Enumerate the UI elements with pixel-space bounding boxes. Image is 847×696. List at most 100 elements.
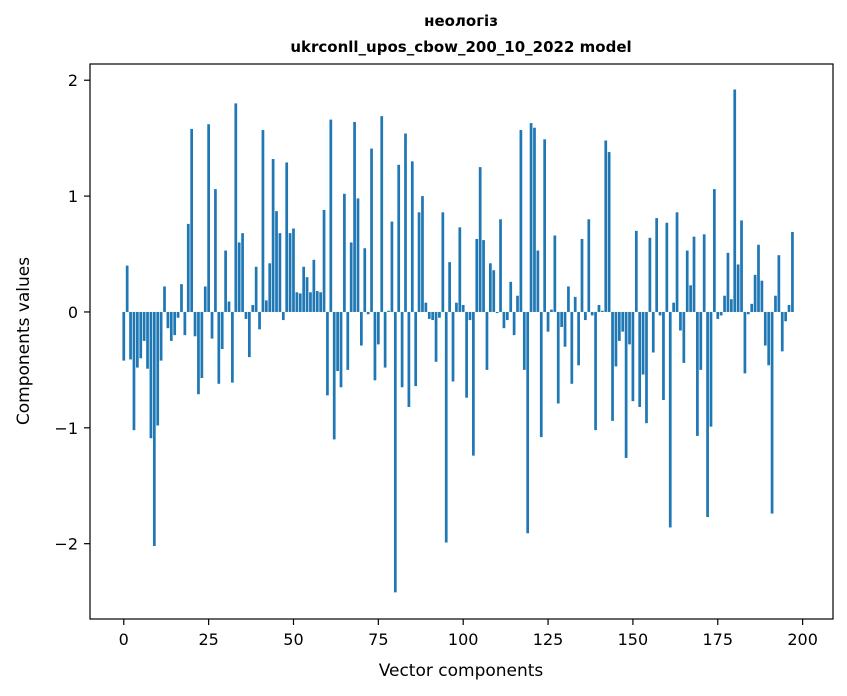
bar-108 [488, 263, 492, 312]
bar-50 [292, 228, 295, 312]
bar-130 [563, 311, 567, 347]
x-tick-label: 0 [119, 630, 129, 649]
bar-161 [668, 311, 672, 528]
bar-109 [492, 270, 496, 312]
bar-144 [611, 311, 614, 421]
bar-159 [662, 311, 665, 401]
bar-71 [363, 248, 367, 312]
bar-190 [767, 311, 771, 366]
bar-110 [495, 311, 499, 314]
bar-57 [315, 291, 319, 312]
bar-17 [180, 284, 183, 312]
bar-187 [757, 244, 760, 312]
bar-138 [590, 311, 594, 316]
bar-106 [482, 240, 485, 312]
bar-132 [570, 311, 574, 384]
bar-79 [390, 221, 394, 312]
bar-128 [556, 311, 560, 404]
bar-166 [685, 250, 689, 312]
bar-91 [431, 311, 435, 321]
bar-0 [122, 311, 126, 361]
bar-151 [634, 230, 638, 312]
bar-143 [607, 152, 611, 312]
bar-122 [536, 250, 540, 312]
x-tick-label: 25 [198, 630, 218, 649]
bar-11 [159, 311, 163, 361]
bar-67 [349, 242, 353, 312]
bar-53 [302, 266, 306, 312]
bar-80 [393, 311, 397, 593]
x-tick-label: 100 [448, 630, 479, 649]
bar-68 [353, 121, 356, 312]
bar-197 [791, 232, 794, 312]
bar-158 [658, 311, 662, 316]
bar-70 [360, 311, 363, 346]
bar-20 [190, 128, 194, 312]
bar-85 [410, 161, 414, 312]
bar-42 [264, 300, 268, 312]
bar-165 [682, 311, 686, 363]
bar-29 [220, 311, 224, 350]
x-axis-ticks: 0 25 50 75 100 125 150 175 200 [119, 619, 818, 649]
bar-61 [329, 119, 333, 312]
bar-77 [383, 311, 387, 368]
bar-196 [787, 305, 791, 312]
bar-88 [421, 196, 424, 312]
bar-145 [614, 311, 618, 367]
bar-148 [624, 311, 628, 458]
bar-31 [227, 301, 231, 312]
bar-164 [679, 311, 682, 331]
x-tick-label: 75 [368, 630, 388, 649]
y-axis-ticks: −2 −1 0 1 2 [54, 71, 90, 554]
bar-10 [156, 311, 160, 426]
bar-103 [472, 311, 475, 456]
bar-69 [356, 198, 360, 312]
bar-24 [203, 286, 207, 312]
bar-147 [621, 311, 625, 332]
bar-1 [125, 265, 129, 312]
bar-184 [746, 311, 750, 315]
bar-7 [146, 311, 149, 369]
bar-87 [417, 212, 421, 312]
bar-30 [224, 250, 227, 312]
bar-113 [505, 311, 509, 321]
bar-118 [522, 311, 526, 370]
y-tick-label: −1 [54, 419, 78, 438]
bar-19 [186, 223, 190, 312]
bar-189 [763, 311, 767, 346]
bar-154 [645, 311, 648, 424]
chart-subtitle: ukrconll_upos_cbow_200_10_2022 model [290, 38, 631, 56]
bar-99 [458, 227, 462, 312]
bars-group [122, 89, 794, 593]
bar-141 [601, 310, 604, 312]
bar-81 [397, 164, 401, 312]
bar-168 [692, 236, 696, 312]
bar-33 [234, 103, 238, 312]
bar-37 [248, 311, 251, 358]
bar-13 [166, 311, 170, 329]
bar-75 [376, 311, 380, 345]
bar-35 [241, 233, 244, 312]
bar-48 [285, 162, 289, 312]
bar-96 [448, 262, 451, 312]
bar-163 [675, 212, 679, 312]
bar-178 [726, 252, 730, 312]
bar-8 [149, 311, 153, 439]
bar-104 [475, 238, 479, 312]
bar-74 [373, 311, 377, 381]
bar-139 [594, 311, 597, 431]
bar-93 [438, 311, 441, 318]
bar-162 [672, 302, 675, 312]
bar-82 [400, 311, 404, 388]
bar-185 [750, 303, 754, 312]
bar-136 [584, 311, 587, 321]
bar-59 [322, 209, 326, 312]
bar-94 [441, 212, 445, 312]
bar-127 [553, 235, 557, 312]
bar-119 [526, 311, 530, 534]
bar-52 [298, 293, 302, 312]
y-tick-label: −2 [54, 535, 78, 554]
bar-6 [142, 311, 146, 341]
bar-121 [533, 127, 536, 312]
bar-100 [461, 305, 465, 312]
